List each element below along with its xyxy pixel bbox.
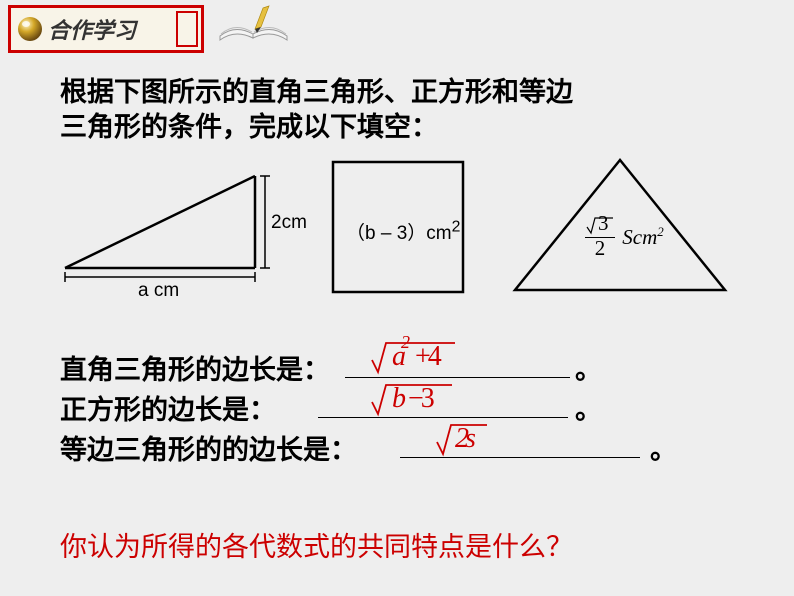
answer1-label: 直角三角形的边长是：	[60, 348, 330, 387]
question-text: 根据下图所示的直角三角形、正方形和等边 三角形的条件，完成以下填空：	[60, 75, 573, 145]
triangle-base-label: a cm	[138, 280, 179, 302]
square-label: （b – 3）cm2	[346, 218, 460, 245]
answer1-period: 。	[575, 348, 602, 387]
header-inner-box	[176, 11, 198, 47]
answer3-label: 等边三角形的的边长是：	[60, 428, 357, 467]
figure-row: 2cm a cm （b – 3）cm2 3 2 Scm2	[60, 160, 740, 305]
sphere-icon	[16, 15, 44, 43]
answer3-period: 。	[650, 428, 677, 467]
triangle-height-label: 2cm	[271, 212, 307, 234]
answer2-period: 。	[575, 388, 602, 427]
answer3-value: 2s	[435, 418, 505, 466]
answer2-label: 正方形的边长是：	[60, 388, 276, 427]
book-icon	[215, 4, 295, 51]
header-box: 合作学习	[8, 5, 204, 53]
header-title: 合作学习	[48, 13, 136, 45]
equilateral-label: 3 2 Scm2	[585, 215, 664, 259]
question-line2: 三角形的条件，完成以下填空：	[60, 110, 573, 145]
answer1-value: a 2 +4	[370, 336, 470, 384]
question-line1: 根据下图所示的直角三角形、正方形和等边	[60, 75, 573, 110]
bottom-question: 你认为所得的各代数式的共同特点是什么？	[60, 525, 573, 564]
